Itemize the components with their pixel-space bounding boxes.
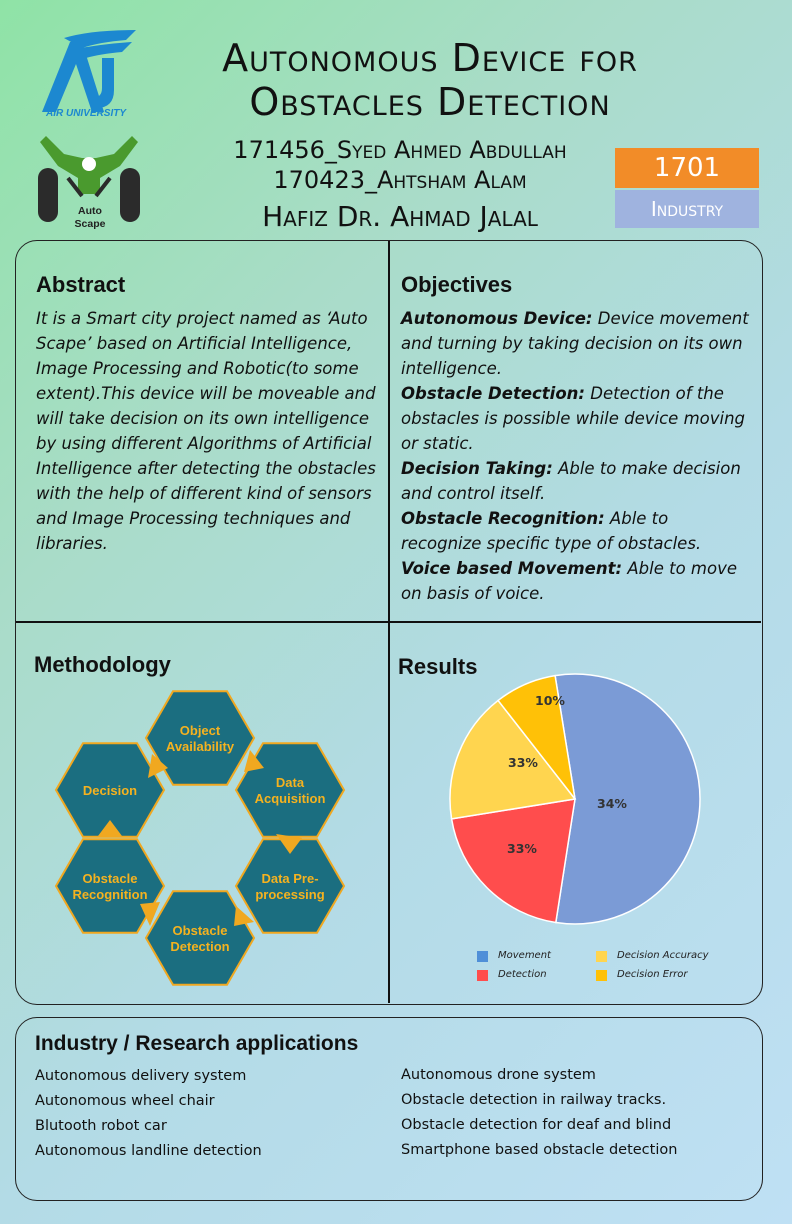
air-university-logo: AIR UNIVERSITY bbox=[42, 30, 136, 119]
methodology-step-label: Availability bbox=[166, 739, 235, 754]
objective-item: Obstacle Recognition: Able to recognize … bbox=[401, 509, 702, 553]
pie-data-label: 33% bbox=[508, 755, 538, 770]
project-number-badge: 1701 bbox=[615, 148, 759, 188]
university-name: AIR UNIVERSITY bbox=[45, 108, 127, 119]
methodology-step-label: Obstacle bbox=[173, 923, 228, 938]
pie-slice-detection bbox=[450, 798, 576, 924]
industry-heading: Industry / Research applications bbox=[35, 1032, 359, 1055]
legend-swatch-detection bbox=[477, 970, 488, 981]
methodology-step-hexagon bbox=[144, 890, 256, 986]
objective-item: Decision Taking: Able to make decision a… bbox=[401, 459, 741, 503]
objectives-list: Autonomous Device: Device movement and t… bbox=[401, 306, 749, 606]
pie-slice-decision-error bbox=[497, 674, 576, 800]
methodology-step-hexagon bbox=[54, 742, 166, 838]
legend-decision-accuracy: Decision Accuracy bbox=[617, 950, 709, 961]
pie-data-label: 10% bbox=[535, 693, 565, 708]
legend-swatch-decision-error bbox=[596, 970, 607, 981]
legend-decision-error: Decision Error bbox=[617, 969, 688, 980]
methodology-arrow-icon bbox=[148, 754, 168, 778]
wheel-right-icon bbox=[120, 168, 140, 222]
methodology-step-label: Data Pre- bbox=[261, 871, 318, 886]
methodology-arrow-icon bbox=[140, 902, 160, 926]
panel-divider-horizontal bbox=[16, 621, 761, 623]
industry-item: Autonomous drone system bbox=[401, 1067, 596, 1083]
industry-item: Obstacle detection in railway tracks. bbox=[401, 1092, 667, 1108]
industry-item: Autonomous wheel chair bbox=[35, 1093, 215, 1109]
methodology-step-label: Acquisition bbox=[255, 791, 326, 806]
objective-item: Obstacle Detection: Detection of the obs… bbox=[401, 384, 746, 453]
supervisor: Hafiz Dr. Ahmad Jalal bbox=[262, 200, 538, 233]
objective-item: Voice based Movement: Able to move on ba… bbox=[401, 559, 737, 603]
results-heading: Results bbox=[398, 654, 478, 679]
pie-data-label: 33% bbox=[507, 841, 537, 856]
author-1: 171456_Syed Ahmed Abdullah bbox=[233, 136, 567, 164]
objective-item: Autonomous Device: Device movement and t… bbox=[401, 309, 749, 378]
methodology-arrow-icon bbox=[234, 906, 254, 926]
methodology-step-hexagon bbox=[144, 690, 256, 786]
industry-item: Autonomous delivery system bbox=[35, 1068, 247, 1084]
industry-item: Smartphone based obstacle detection bbox=[401, 1142, 678, 1158]
methodology-step-label: Decision bbox=[83, 783, 137, 798]
auto-scape-logo: Auto Scape bbox=[38, 136, 140, 230]
author-2: 170423_Ahtsham Alam bbox=[273, 166, 527, 194]
methodology-arrow-icon bbox=[244, 750, 264, 772]
methodology-step-label: Object bbox=[180, 723, 221, 738]
methodology-step-hexagon bbox=[54, 838, 166, 934]
methodology-arrow-icon bbox=[98, 820, 122, 836]
wheel-left-icon bbox=[38, 168, 58, 222]
methodology-step-label: Obstacle bbox=[83, 871, 138, 886]
pie-slice-decision-accuracy bbox=[449, 699, 577, 820]
methodology-step-label: Detection bbox=[170, 939, 229, 954]
poster-title: Autonomous Device for Obstacles Detectio… bbox=[222, 36, 638, 124]
abstract-heading: Abstract bbox=[36, 272, 126, 297]
legend-swatch-decision-accuracy bbox=[596, 951, 607, 962]
pie-slice-movement bbox=[554, 673, 701, 925]
objectives-heading: Objectives bbox=[401, 272, 513, 297]
methodology-step-label: Data bbox=[276, 775, 305, 790]
auto-scape-label: Auto bbox=[78, 205, 102, 217]
legend-detection: Detection bbox=[498, 969, 547, 980]
methodology-step-hexagon bbox=[234, 838, 346, 934]
pie-data-label: 34% bbox=[597, 796, 627, 811]
industry-item: Autonomous landline detection bbox=[35, 1143, 262, 1159]
industry-panel bbox=[15, 1017, 763, 1201]
industry-item: Blutooth robot car bbox=[35, 1118, 167, 1134]
methodology-heading: Methodology bbox=[34, 652, 171, 677]
category-badge: Industry bbox=[615, 190, 759, 228]
methodology-step-hexagon bbox=[234, 742, 346, 838]
industry-item: Obstacle detection for deaf and blind bbox=[401, 1117, 672, 1133]
main-panel bbox=[15, 240, 763, 1005]
legend-swatch-movement bbox=[477, 951, 488, 962]
methodology-step-label: processing bbox=[255, 887, 324, 902]
methodology-arrow-icon bbox=[276, 834, 302, 854]
legend-movement: Movement bbox=[498, 950, 551, 961]
methodology-step-label: Recognition bbox=[72, 887, 147, 902]
abstract-text: It is a Smart city project named as ‘Aut… bbox=[36, 309, 376, 553]
results-pie-chart: 34% 33% 33% 10% bbox=[449, 673, 701, 925]
auto-scape-label-2: Scape bbox=[75, 218, 106, 230]
